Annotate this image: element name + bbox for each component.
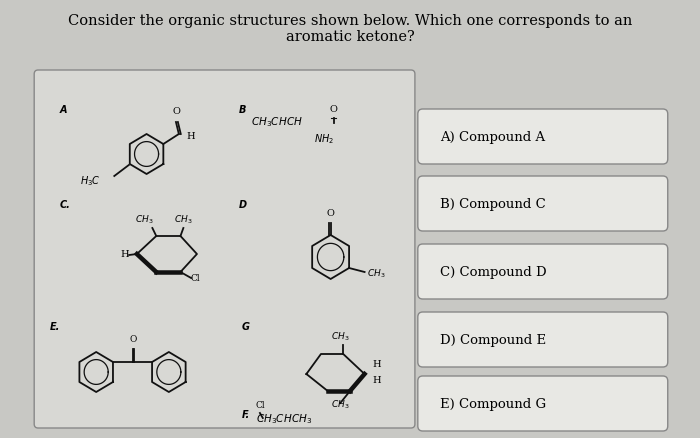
Text: H: H xyxy=(187,132,195,141)
Text: H: H xyxy=(120,249,129,258)
Text: Cl: Cl xyxy=(255,400,265,409)
Text: C.: C. xyxy=(60,200,70,209)
FancyBboxPatch shape xyxy=(418,312,668,367)
Text: aromatic ketone?: aromatic ketone? xyxy=(286,30,414,44)
Text: $CH_3$: $CH_3$ xyxy=(331,398,349,410)
Text: Cl: Cl xyxy=(190,273,199,283)
Text: O: O xyxy=(173,107,181,116)
Text: Consider the organic structures shown below. Which one corresponds to an: Consider the organic structures shown be… xyxy=(68,14,632,28)
Text: $CH_3$: $CH_3$ xyxy=(135,213,154,226)
Text: B) Compound C: B) Compound C xyxy=(440,198,546,211)
Text: O: O xyxy=(330,105,337,114)
Text: $CH_3$: $CH_3$ xyxy=(174,213,193,226)
FancyBboxPatch shape xyxy=(418,244,668,299)
Text: $CH_3\underset{}{CH}CH_3$: $CH_3\underset{}{CH}CH_3$ xyxy=(256,411,312,425)
Text: O: O xyxy=(327,208,335,218)
FancyBboxPatch shape xyxy=(34,71,415,428)
Text: $CH_3$: $CH_3$ xyxy=(331,330,349,343)
Text: D: D xyxy=(239,200,246,209)
Text: F.: F. xyxy=(241,409,250,419)
Text: A) Compound A: A) Compound A xyxy=(440,131,545,144)
Text: O: O xyxy=(130,334,137,343)
Text: H: H xyxy=(372,375,381,384)
FancyBboxPatch shape xyxy=(418,177,668,231)
Text: G: G xyxy=(241,321,249,331)
Text: E.: E. xyxy=(50,321,60,331)
Text: $CH_3$: $CH_3$ xyxy=(367,267,385,279)
Text: $H_3C$: $H_3C$ xyxy=(80,174,101,187)
Text: D) Compound E: D) Compound E xyxy=(440,333,546,346)
Text: $NH_2$: $NH_2$ xyxy=(314,132,335,145)
Text: C) Compound D: C) Compound D xyxy=(440,265,547,279)
Text: E) Compound G: E) Compound G xyxy=(440,397,546,410)
Text: H: H xyxy=(372,359,381,368)
Text: $CH_3CHCH$: $CH_3CHCH$ xyxy=(251,115,303,128)
FancyBboxPatch shape xyxy=(418,376,668,431)
Text: A: A xyxy=(60,105,67,115)
Text: B: B xyxy=(239,105,246,115)
FancyBboxPatch shape xyxy=(418,110,668,165)
